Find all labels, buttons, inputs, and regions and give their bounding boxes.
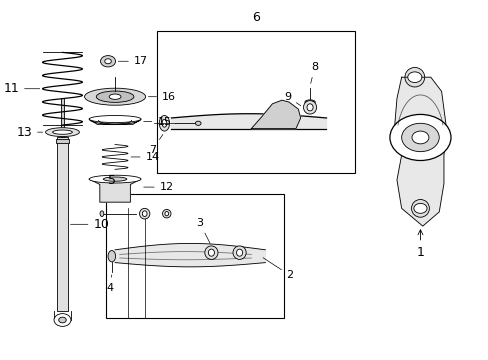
Polygon shape [89,119,141,124]
Text: 6: 6 [252,11,260,24]
Ellipse shape [164,212,168,216]
Polygon shape [394,77,446,226]
Ellipse shape [89,175,141,183]
Ellipse shape [142,211,147,216]
Bar [157,31,354,173]
Circle shape [54,314,71,327]
Text: 8: 8 [310,62,318,84]
Ellipse shape [45,128,79,136]
Text: 1: 1 [416,230,424,258]
Ellipse shape [108,251,115,262]
Circle shape [389,114,450,161]
Text: 3: 3 [196,218,210,243]
Ellipse shape [304,100,315,104]
Ellipse shape [236,249,242,256]
Ellipse shape [53,130,72,134]
Ellipse shape [303,100,316,114]
Ellipse shape [162,120,166,127]
Ellipse shape [84,88,145,105]
Polygon shape [171,114,326,129]
Ellipse shape [204,246,218,260]
Text: 13: 13 [16,126,43,139]
Text: 5: 5 [108,174,116,187]
Text: 4: 4 [106,275,114,293]
Ellipse shape [103,177,126,181]
Circle shape [101,55,115,67]
Ellipse shape [404,67,424,87]
Ellipse shape [306,104,312,111]
Bar [57,138,67,311]
Text: 16: 16 [148,92,176,102]
Text: 15: 15 [143,117,171,126]
Text: 2: 2 [263,258,293,280]
Ellipse shape [233,246,245,260]
Text: 11: 11 [3,82,40,95]
Ellipse shape [89,116,141,123]
Circle shape [401,123,438,152]
Polygon shape [115,243,265,267]
Ellipse shape [162,210,171,218]
Ellipse shape [208,249,214,256]
Bar [61,99,64,138]
Polygon shape [89,179,141,202]
Circle shape [407,72,421,82]
Bar [56,139,69,143]
Ellipse shape [411,199,428,217]
Text: 14: 14 [131,152,160,162]
Ellipse shape [195,121,201,125]
Text: 10: 10 [70,218,109,231]
Ellipse shape [100,211,103,216]
Circle shape [413,203,426,213]
Circle shape [59,317,66,323]
Ellipse shape [96,91,134,102]
Text: 9: 9 [284,92,300,106]
Text: 12: 12 [143,182,174,192]
Polygon shape [251,100,300,129]
Ellipse shape [109,94,121,99]
Circle shape [411,131,428,144]
Ellipse shape [139,208,149,219]
Bar [105,194,284,318]
Circle shape [104,59,111,64]
Text: 17: 17 [118,56,148,66]
Text: 7: 7 [149,134,163,154]
Ellipse shape [159,116,169,131]
